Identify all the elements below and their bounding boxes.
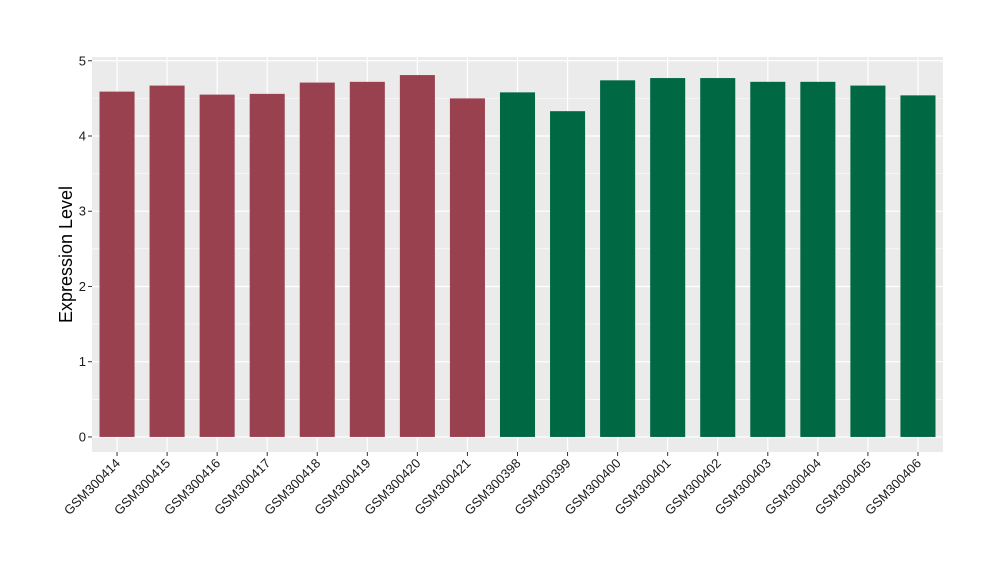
- bar-gsm300418: [299, 82, 335, 437]
- y-tick-label: 4: [79, 129, 86, 144]
- bar-gsm300405: [850, 85, 886, 437]
- bar-gsm300421: [449, 98, 485, 437]
- bars: [99, 75, 936, 437]
- bar-gsm300420: [399, 75, 435, 437]
- bar-gsm300402: [700, 78, 736, 437]
- bar-gsm300401: [650, 78, 686, 437]
- y-tick-label: 0: [79, 429, 86, 444]
- bar-gsm300419: [349, 81, 385, 437]
- bar-gsm300406: [900, 95, 936, 437]
- bar-gsm300398: [499, 92, 536, 437]
- y-tick-label: 3: [79, 204, 86, 219]
- y-tick-label: 1: [79, 354, 86, 369]
- x-axis: GSM300414GSM300415GSM300416GSM300417GSM3…: [61, 452, 924, 518]
- y-axis: 0 1 2 3 4 5: [79, 53, 92, 444]
- y-tick-label: 2: [79, 279, 86, 294]
- bar-gsm300403: [750, 81, 786, 437]
- y-tick-label: 5: [79, 53, 86, 68]
- bar-gsm300404: [800, 81, 836, 437]
- bar-gsm300414: [99, 91, 135, 437]
- bar-gsm300417: [249, 93, 285, 437]
- bar-gsm300415: [149, 85, 185, 437]
- y-axis-title: Expression Level: [56, 186, 76, 323]
- bar-gsm300399: [550, 111, 586, 437]
- bar-gsm300416: [199, 94, 235, 437]
- bar-gsm300400: [600, 80, 636, 437]
